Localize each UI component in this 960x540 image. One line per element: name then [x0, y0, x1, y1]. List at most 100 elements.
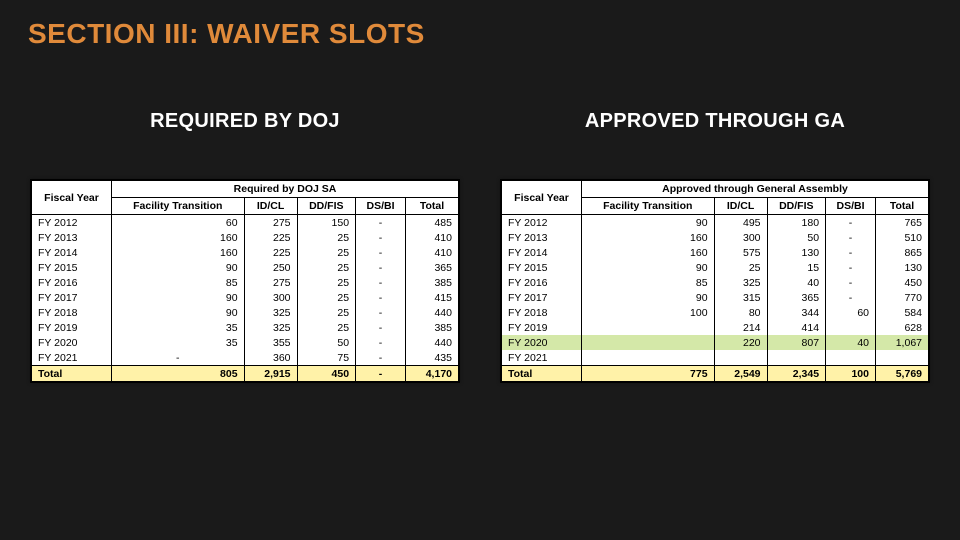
data-cell: 414 [767, 320, 826, 335]
data-cell: - [356, 275, 406, 290]
left-table-row: FY 20193532525-385 [32, 320, 459, 335]
data-cell: 50 [297, 335, 356, 350]
right-table: Fiscal Year Approved through General Ass… [501, 180, 929, 382]
data-cell: 485 [406, 215, 459, 231]
fiscal-year-cell: FY 2021 [32, 350, 112, 366]
right-table-body: FY 201290495180-765FY 201316030050-510FY… [502, 215, 929, 382]
data-cell: - [356, 335, 406, 350]
data-cell [876, 350, 929, 366]
data-cell: - [826, 230, 876, 245]
data-cell: 50 [767, 230, 826, 245]
fiscal-year-cell: FY 2012 [32, 215, 112, 231]
left-col-hdr: Facility Transition [112, 198, 245, 215]
data-cell: 865 [876, 245, 929, 260]
data-cell: 628 [876, 320, 929, 335]
data-cell: 275 [244, 215, 297, 231]
data-cell: 220 [714, 335, 767, 350]
data-cell: 510 [876, 230, 929, 245]
data-cell: 160 [112, 230, 245, 245]
data-cell: 25 [714, 260, 767, 275]
data-cell: 90 [582, 290, 715, 305]
total-cell: 100 [826, 366, 876, 382]
fiscal-year-cell: FY 2014 [32, 245, 112, 260]
fiscal-year-cell: FY 2016 [32, 275, 112, 290]
left-table-row: FY 20203535550-440 [32, 335, 459, 350]
data-cell: 85 [112, 275, 245, 290]
data-cell: 440 [406, 305, 459, 320]
fiscal-year-cell: FY 2015 [32, 260, 112, 275]
right-col-hdr: DS/BI [826, 198, 876, 215]
total-cell: 5,769 [876, 366, 929, 382]
data-cell: 214 [714, 320, 767, 335]
data-cell: 300 [714, 230, 767, 245]
data-cell: - [826, 245, 876, 260]
right-table-row: FY 2015902515-130 [502, 260, 929, 275]
data-cell: 385 [406, 275, 459, 290]
fiscal-year-cell: FY 2019 [502, 320, 582, 335]
data-cell: 385 [406, 320, 459, 335]
data-cell: 40 [767, 275, 826, 290]
left-table-row: FY 20189032525-440 [32, 305, 459, 320]
data-cell: - [356, 290, 406, 305]
data-cell: - [356, 305, 406, 320]
left-table-row: FY 20159025025-365 [32, 260, 459, 275]
left-col-hdr: DD/FIS [297, 198, 356, 215]
left-col-hdr: ID/CL [244, 198, 297, 215]
data-cell: 130 [876, 260, 929, 275]
data-cell: 35 [112, 320, 245, 335]
data-cell [826, 350, 876, 366]
data-cell: 90 [582, 260, 715, 275]
fiscal-year-cell: FY 2018 [502, 305, 582, 320]
fiscal-year-cell: FY 2013 [502, 230, 582, 245]
left-heading: REQUIRED BY DOJ [30, 110, 460, 133]
right-table-row: FY 2019 214414 628 [502, 320, 929, 335]
left-col-hdr: Total [406, 198, 459, 215]
data-cell: 495 [714, 215, 767, 231]
right-col-hdr: Total [876, 198, 929, 215]
right-table-row: FY 2020220807401,067 [502, 335, 929, 350]
data-cell: 584 [876, 305, 929, 320]
data-cell: 90 [112, 290, 245, 305]
data-cell: 355 [244, 335, 297, 350]
data-cell: 765 [876, 215, 929, 231]
left-table: Fiscal Year Required by DOJ SA Facility … [31, 180, 459, 382]
data-cell [714, 350, 767, 366]
data-cell: - [356, 215, 406, 231]
data-cell: 150 [297, 215, 356, 231]
data-cell: 450 [876, 275, 929, 290]
data-cell: 160 [582, 230, 715, 245]
data-cell: 275 [244, 275, 297, 290]
data-cell: 325 [714, 275, 767, 290]
data-cell: 25 [297, 290, 356, 305]
data-cell: - [356, 320, 406, 335]
data-cell: 410 [406, 230, 459, 245]
data-cell: 90 [582, 215, 715, 231]
data-cell: - [356, 230, 406, 245]
data-cell: 100 [582, 305, 715, 320]
left-table-row: FY 201316022525-410 [32, 230, 459, 245]
left-table-row: FY 201416022525-410 [32, 245, 459, 260]
left-super-hdr: Required by DOJ SA [112, 181, 459, 198]
data-cell: 25 [297, 305, 356, 320]
data-cell: 80 [714, 305, 767, 320]
right-table-row: FY 2014160575130-865 [502, 245, 929, 260]
data-cell: 410 [406, 245, 459, 260]
slide: SECTION III: WAIVER SLOTS REQUIRED BY DO… [0, 0, 960, 540]
data-cell: 25 [297, 320, 356, 335]
data-cell: 90 [112, 305, 245, 320]
data-cell: 90 [112, 260, 245, 275]
data-cell: 250 [244, 260, 297, 275]
data-cell: - [356, 260, 406, 275]
data-cell: 344 [767, 305, 826, 320]
data-cell [582, 350, 715, 366]
data-cell: 325 [244, 320, 297, 335]
data-cell: 40 [826, 335, 876, 350]
data-cell: 15 [767, 260, 826, 275]
left-table-wrap: Fiscal Year Required by DOJ SA Facility … [30, 179, 460, 383]
data-cell: 315 [714, 290, 767, 305]
total-cell: 2,345 [767, 366, 826, 382]
right-table-row: FY 201790315365-770 [502, 290, 929, 305]
total-cell: 775 [582, 366, 715, 382]
data-cell: 25 [297, 245, 356, 260]
left-col-hdr: DS/BI [356, 198, 406, 215]
